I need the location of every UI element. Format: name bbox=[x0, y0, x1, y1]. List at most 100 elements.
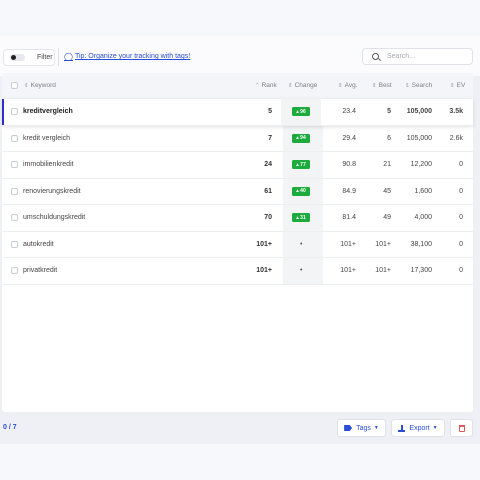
search-volume-cell: 12,200 bbox=[410, 161, 432, 168]
table-row[interactable]: immobilienkredit 24 ▴ 77 90.8 21 12,200 … bbox=[2, 152, 473, 179]
sort-icon: ⇕ bbox=[372, 83, 377, 89]
rank-cell: 24 bbox=[264, 161, 272, 168]
tags-button[interactable]: Tags ▼ bbox=[337, 419, 386, 437]
header-avg-label: Avg. bbox=[344, 82, 358, 89]
header-change[interactable]: ⇕ Change bbox=[288, 82, 317, 89]
change-value: 31 bbox=[300, 214, 306, 221]
keyword-cell[interactable]: umschuldungskredit bbox=[23, 214, 86, 221]
change-badge: ▴ 40 bbox=[292, 186, 310, 196]
keyword-cell[interactable]: autokredit bbox=[23, 240, 54, 248]
toggle-switch-icon[interactable] bbox=[10, 54, 25, 61]
rank-cell: 5 bbox=[268, 108, 272, 115]
filter-toggle-button[interactable]: Filter bbox=[3, 49, 55, 66]
header-best[interactable]: ⇕ Best bbox=[372, 82, 392, 89]
delete-button[interactable] bbox=[450, 419, 473, 437]
table-row[interactable]: renovierungskredit 61 ▴ 40 84.9 45 1,600… bbox=[2, 179, 473, 205]
search-volume-cell: 17,300 bbox=[410, 267, 432, 274]
best-cell: 5 bbox=[387, 108, 391, 115]
best-cell: 45 bbox=[383, 187, 391, 195]
chevron-down-icon: ▼ bbox=[432, 425, 438, 431]
tip-link[interactable]: ◯ Tip: Organize your tracking with tags! bbox=[64, 52, 190, 61]
top-band bbox=[0, 0, 480, 36]
sort-icon: ⇕ bbox=[338, 83, 343, 89]
header-ev[interactable]: ⇕ EV bbox=[450, 82, 465, 89]
best-cell: 101+ bbox=[375, 267, 391, 274]
sort-asc-icon: ⌃ bbox=[255, 83, 260, 89]
rank-cell: 101+ bbox=[256, 267, 272, 274]
table-row[interactable]: kredit vergleich 7 ▴ 94 29.4 6 105,000 2… bbox=[2, 126, 473, 152]
row-checkbox[interactable] bbox=[11, 134, 18, 142]
download-icon bbox=[398, 424, 406, 432]
change-badge: ▴ 31 bbox=[292, 213, 310, 222]
sort-icon: ⇕ bbox=[450, 83, 455, 89]
keyword-cell[interactable]: renovierungskredit bbox=[23, 187, 81, 195]
header-rank-label: Rank bbox=[261, 82, 277, 89]
avg-cell: 90.8 bbox=[342, 161, 356, 168]
row-checkbox[interactable] bbox=[11, 240, 18, 248]
search-input[interactable] bbox=[387, 53, 467, 60]
export-label: Export bbox=[409, 424, 430, 432]
table-row[interactable]: autokredit 101+ • 101+ 101+ 38,100 0 bbox=[2, 232, 473, 258]
ev-cell: 0 bbox=[459, 240, 463, 248]
search-volume-cell: 105,000 bbox=[406, 108, 432, 115]
export-button[interactable]: Export ▼ bbox=[391, 419, 445, 437]
header-best-label: Best bbox=[378, 82, 392, 89]
table-row[interactable]: privatkredit 101+ • 101+ 101+ 17,300 0 bbox=[2, 258, 473, 285]
change-value: 96 bbox=[300, 108, 306, 115]
trash-icon bbox=[458, 424, 465, 432]
avg-cell: 84.9 bbox=[342, 187, 356, 195]
search-volume-cell: 105,000 bbox=[406, 134, 432, 142]
header-ev-label: EV bbox=[456, 82, 466, 89]
toolbar-divider bbox=[58, 48, 59, 66]
table-row[interactable]: umschuldungskredit 70 ▴ 31 81.4 49 4,000… bbox=[2, 205, 473, 232]
header-search[interactable]: ⇕ Search bbox=[405, 82, 432, 89]
change-badge: ▴ 96 bbox=[292, 107, 310, 116]
tag-icon bbox=[344, 425, 353, 431]
header-search-label: Search bbox=[411, 82, 433, 89]
ev-cell: 0 bbox=[459, 187, 463, 195]
row-checkbox[interactable] bbox=[11, 267, 18, 274]
avg-cell: 81.4 bbox=[342, 214, 356, 221]
ev-cell: 0 bbox=[459, 161, 463, 168]
row-checkbox[interactable] bbox=[11, 214, 18, 221]
keyword-cell[interactable]: immobilienkredit bbox=[23, 161, 74, 168]
search-volume-cell: 1,600 bbox=[414, 187, 432, 195]
avg-cell: 29.4 bbox=[342, 134, 356, 142]
header-avg[interactable]: ⇕ Avg. bbox=[338, 82, 358, 89]
change-value: 94 bbox=[300, 135, 306, 141]
row-checkbox[interactable] bbox=[11, 108, 18, 115]
header-change-label: Change bbox=[294, 82, 318, 89]
rank-cell: 101+ bbox=[256, 240, 272, 248]
no-change-indicator: • bbox=[300, 240, 303, 248]
ev-cell: 3.5k bbox=[449, 108, 463, 115]
header-keyword-label: Keyword bbox=[30, 82, 56, 89]
best-cell: 6 bbox=[387, 134, 391, 142]
ev-cell: 2.6k bbox=[449, 134, 463, 142]
keyword-cell[interactable]: kreditvergleich bbox=[23, 108, 73, 115]
select-all-checkbox[interactable] bbox=[11, 82, 18, 89]
change-value: 77 bbox=[300, 161, 306, 168]
best-cell: 49 bbox=[383, 214, 391, 221]
no-change-indicator: • bbox=[300, 267, 303, 274]
tip-text: Tip: Organize your tracking with tags! bbox=[74, 53, 191, 60]
selection-count: 0 / 7 bbox=[3, 424, 17, 431]
rank-cell: 7 bbox=[268, 134, 272, 142]
row-checkbox[interactable] bbox=[11, 187, 18, 195]
best-cell: 101+ bbox=[375, 240, 391, 248]
filter-label: Filter bbox=[37, 54, 53, 61]
avg-cell: 101+ bbox=[340, 267, 356, 274]
keyword-cell[interactable]: privatkredit bbox=[23, 267, 58, 274]
table-row[interactable]: kreditvergleich 5 ▴ 96 23.4 5 105,000 3.… bbox=[2, 99, 473, 126]
header-keyword[interactable]: ⇕ Keyword bbox=[24, 82, 56, 89]
ev-cell: 0 bbox=[459, 267, 463, 274]
row-checkbox[interactable] bbox=[11, 161, 18, 168]
rank-cell: 70 bbox=[264, 214, 272, 221]
table-header: ⇕ Keyword ⌃ Rank ⇕ Change ⇕ Avg. ⇕ Best ⇕ Sear… bbox=[2, 73, 473, 99]
search-icon bbox=[372, 53, 379, 60]
search-box[interactable] bbox=[362, 48, 473, 65]
keyword-cell[interactable]: kredit vergleich bbox=[23, 134, 71, 142]
change-value: 40 bbox=[300, 188, 306, 194]
header-rank[interactable]: ⌃ Rank bbox=[255, 82, 277, 89]
search-volume-cell: 38,100 bbox=[410, 240, 432, 248]
tags-label: Tags bbox=[356, 424, 371, 432]
